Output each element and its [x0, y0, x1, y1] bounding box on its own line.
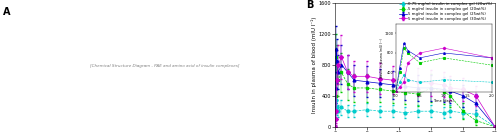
Legend: 0.75 mg/ml insulin in complex gel (20wt%), 5 mg/ml insulin in complex gel (20wt%: 0.75 mg/ml insulin in complex gel (20wt%…: [399, 2, 493, 21]
Text: A: A: [4, 7, 11, 17]
Y-axis label: Insulin in plasma of blood (mIU l⁻¹): Insulin in plasma of blood (mIU l⁻¹): [311, 16, 317, 113]
Text: [Chemical Structure Diagram - PAE and amino acid of insulin complexes]: [Chemical Structure Diagram - PAE and am…: [90, 64, 240, 68]
Text: B: B: [306, 0, 314, 10]
